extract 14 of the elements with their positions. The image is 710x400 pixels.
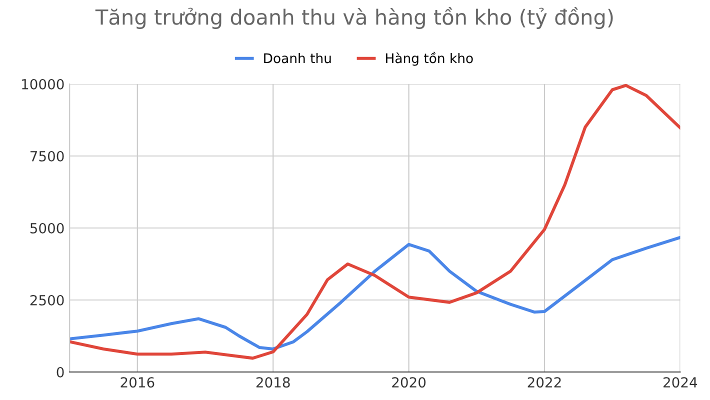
line-series (70, 236, 680, 350)
x-tick-label: 2020 (392, 377, 426, 388)
x-tick-label: 2024 (664, 377, 698, 388)
y-tick-label: 5000 (30, 222, 64, 234)
y-tick-label: 2500 (30, 294, 64, 306)
y-tick-label: 7500 (30, 150, 64, 162)
y-tick-label: 0 (56, 366, 64, 378)
chart-title: Tăng trưởng doanh thu và hàng tồn kho (tỷ đồng) (95, 7, 613, 29)
legend-label: Hàng tồn kho (386, 52, 473, 66)
x-tick-label: 2018 (256, 377, 290, 388)
x-tick-label: 2016 (120, 377, 154, 388)
x-tick-label: 2022 (528, 377, 561, 388)
legend-label: Doanh thu (264, 53, 331, 64)
y-tick-label: 10000 (22, 78, 64, 90)
